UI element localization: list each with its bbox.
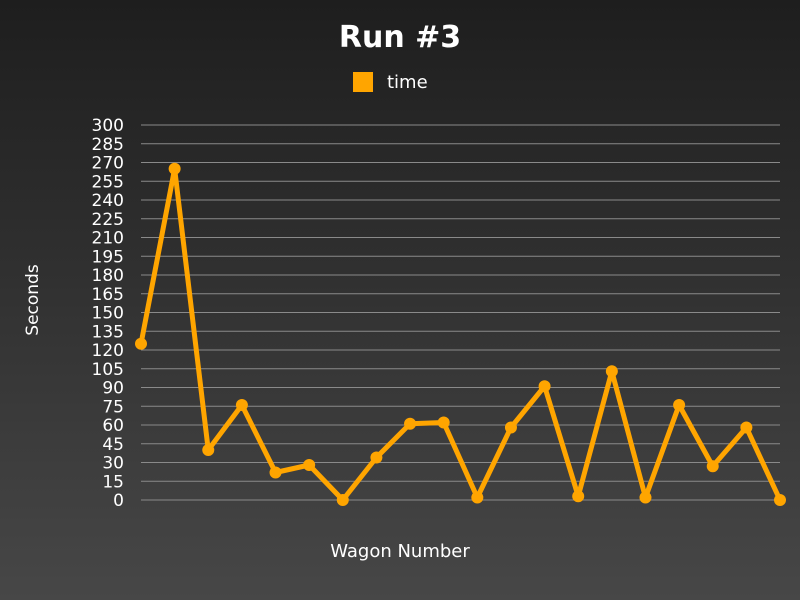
y-tick-label: 45 bbox=[102, 435, 124, 455]
y-tick-label: 270 bbox=[92, 154, 124, 174]
y-tick-label: 180 bbox=[92, 266, 124, 286]
data-point[interactable] bbox=[370, 451, 383, 464]
y-tick-label: 0 bbox=[113, 491, 124, 511]
data-point[interactable] bbox=[202, 444, 215, 456]
data-point[interactable] bbox=[605, 365, 618, 378]
y-tick-label: 195 bbox=[92, 247, 124, 267]
y-tick-label: 75 bbox=[102, 397, 124, 417]
data-point[interactable] bbox=[706, 460, 719, 473]
data-point[interactable] bbox=[269, 466, 282, 479]
y-tick-label: 255 bbox=[92, 172, 124, 192]
legend-swatch bbox=[353, 72, 373, 92]
chart-title: Run #3 bbox=[338, 20, 462, 55]
data-point[interactable] bbox=[135, 337, 147, 350]
y-tick-label: 15 bbox=[102, 472, 124, 492]
legend-label: time bbox=[387, 71, 428, 93]
data-point[interactable] bbox=[168, 162, 181, 175]
y-tick-label: 165 bbox=[92, 285, 124, 305]
y-tick-label: 135 bbox=[92, 322, 124, 342]
series-line-time bbox=[138, 166, 783, 503]
y-tick-label: 105 bbox=[92, 360, 124, 380]
data-point[interactable] bbox=[673, 399, 686, 411]
y-tick-label: 120 bbox=[92, 341, 124, 361]
y-tick-label: 285 bbox=[92, 135, 124, 155]
data-point[interactable] bbox=[471, 491, 484, 504]
data-point[interactable] bbox=[336, 494, 349, 506]
data-point[interactable] bbox=[740, 421, 753, 434]
y-tick-label: 225 bbox=[92, 210, 124, 230]
data-point[interactable] bbox=[639, 491, 652, 504]
data-point[interactable] bbox=[404, 417, 417, 430]
y-tick-label: 90 bbox=[102, 379, 124, 399]
y-tick-label: 240 bbox=[92, 191, 124, 211]
data-point[interactable] bbox=[774, 494, 786, 506]
legend: time bbox=[353, 70, 428, 94]
y-tick-label: 60 bbox=[102, 416, 124, 436]
y-tick-label: 210 bbox=[92, 229, 124, 249]
data-point[interactable] bbox=[504, 421, 517, 434]
data-point[interactable] bbox=[235, 399, 248, 411]
y-tick-label: 300 bbox=[92, 116, 124, 136]
y-tick-label: 150 bbox=[92, 304, 124, 324]
data-point[interactable] bbox=[538, 380, 551, 393]
x-axis-label: Wagon Number bbox=[330, 541, 470, 562]
data-point[interactable] bbox=[437, 416, 450, 429]
y-tick-label: 30 bbox=[102, 454, 124, 474]
data-point[interactable] bbox=[572, 490, 585, 503]
data-point[interactable] bbox=[303, 459, 316, 471]
